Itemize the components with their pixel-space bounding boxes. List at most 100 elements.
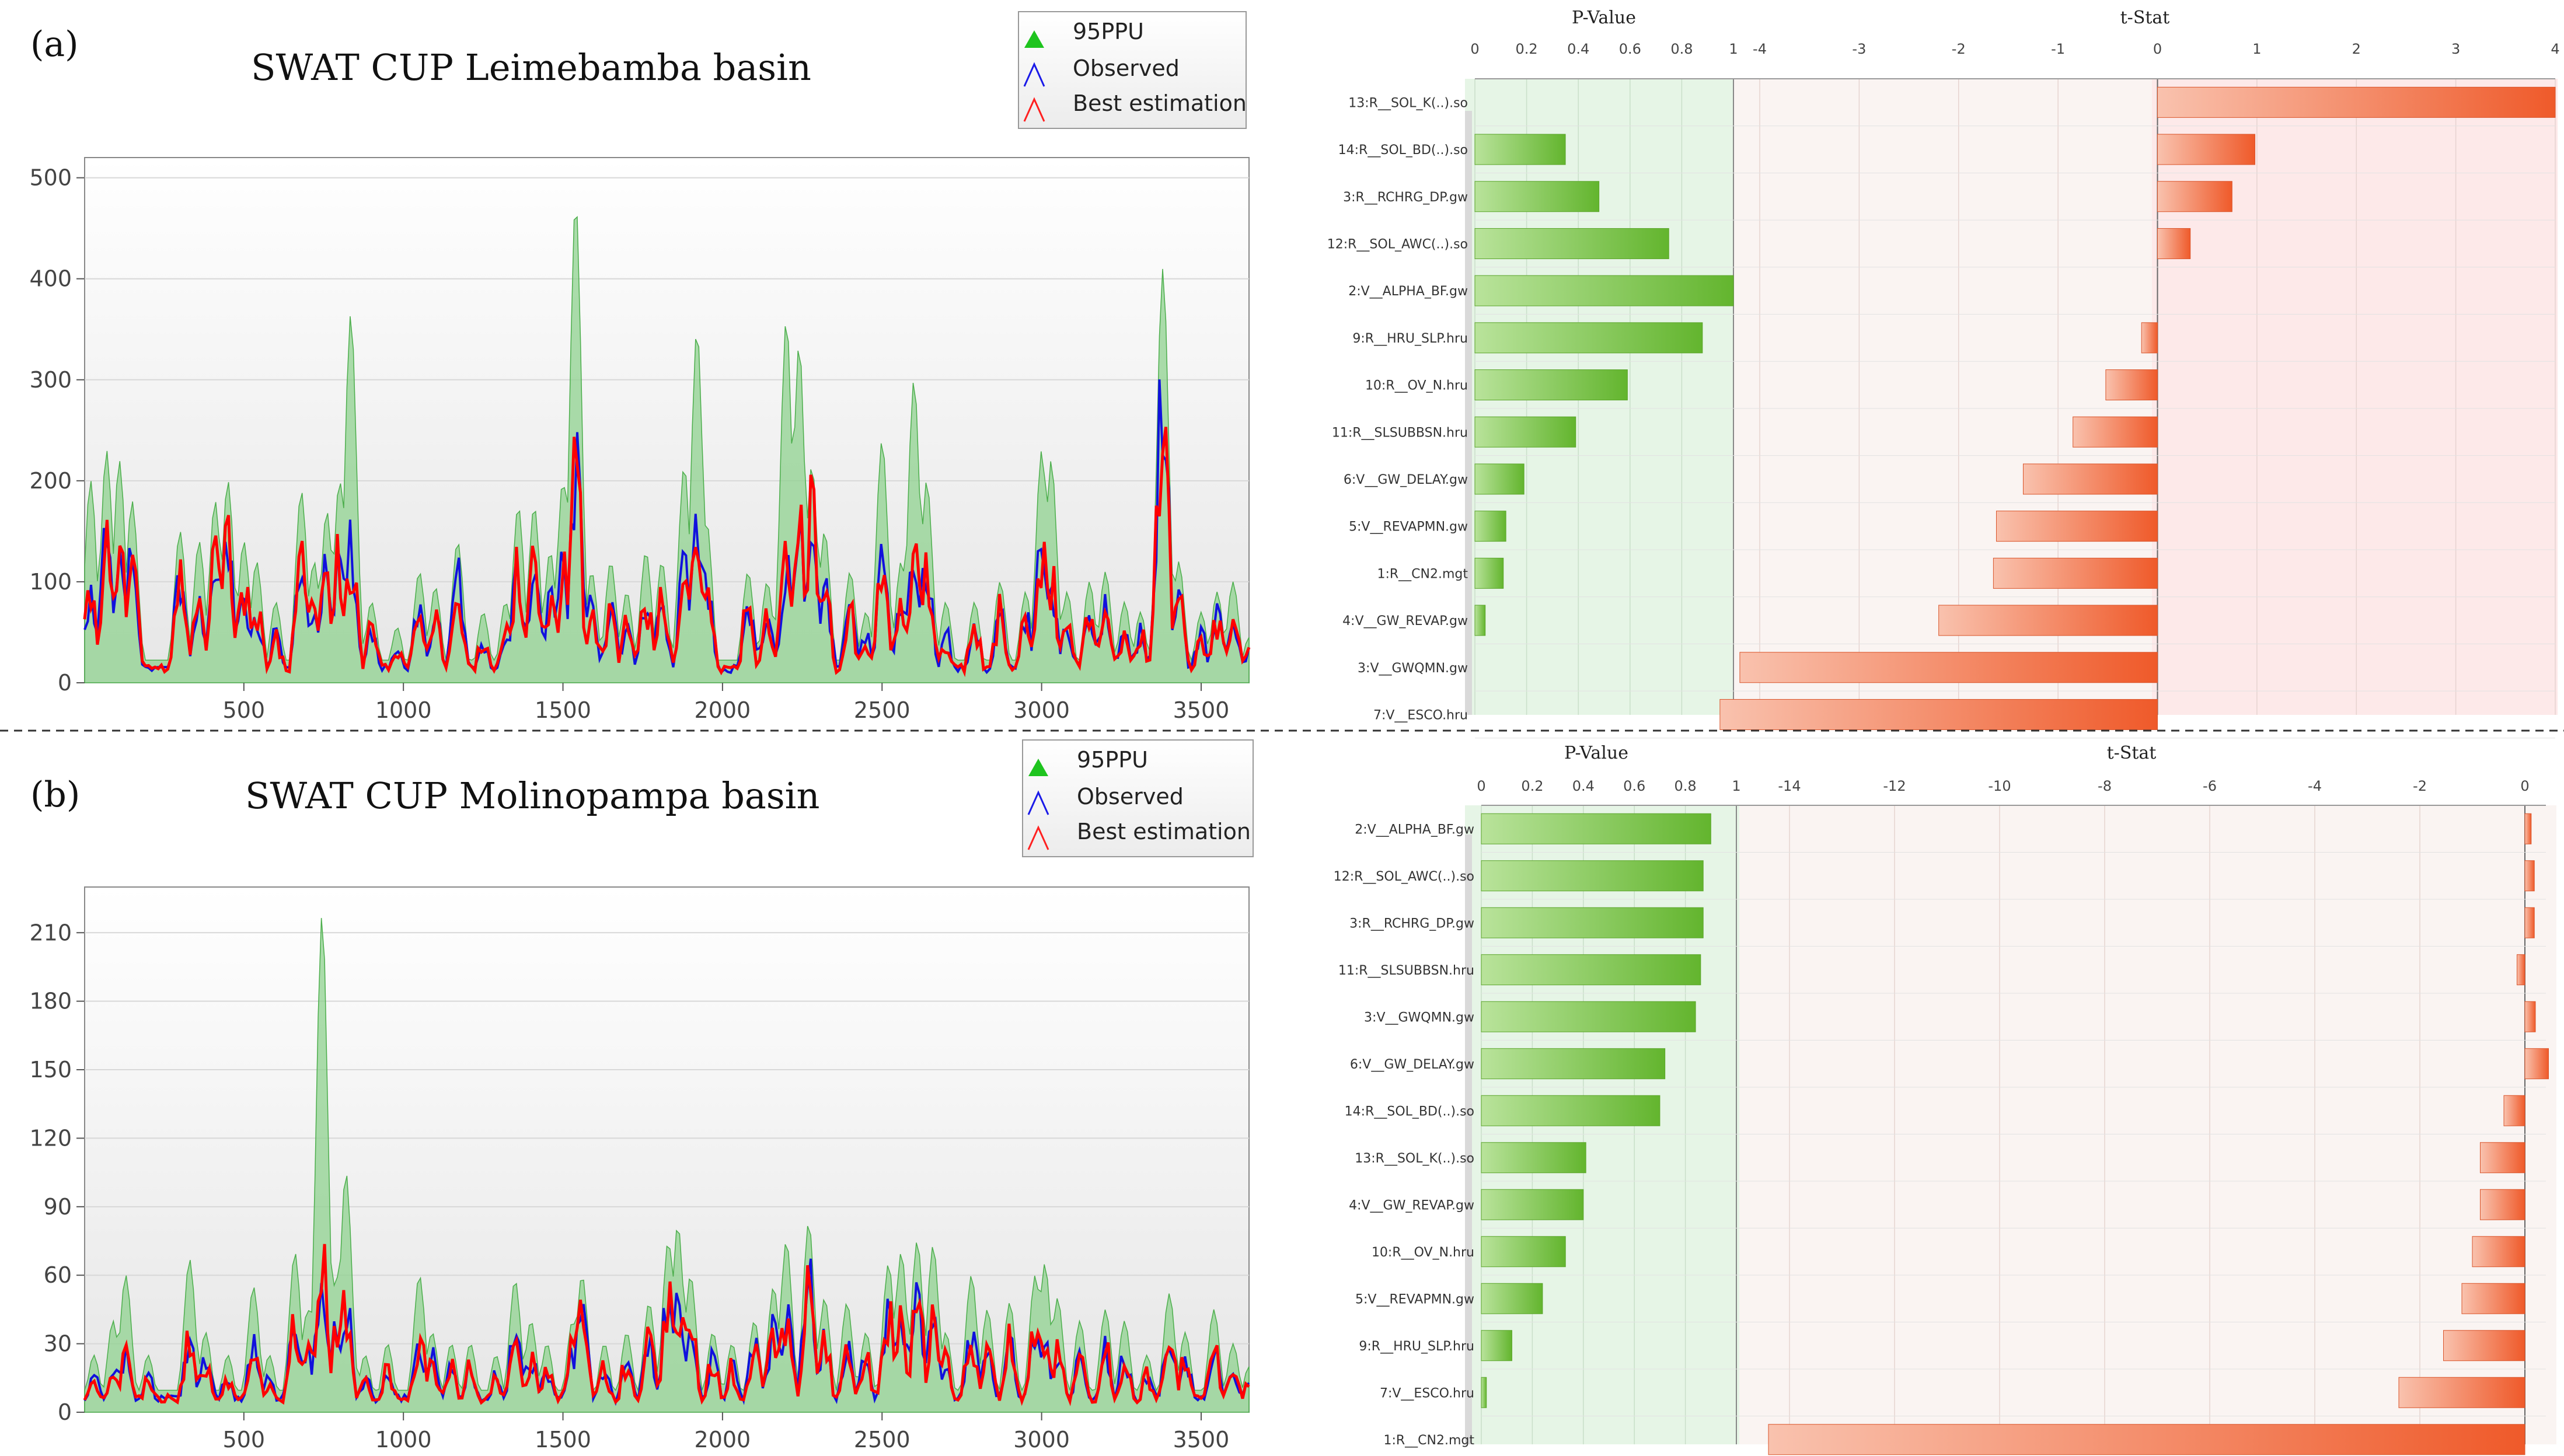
parameter-label: 9:R__HRU_SLP.hru xyxy=(1359,1339,1474,1354)
parameter-label: 13:R__SOL_K(..).so xyxy=(1355,1151,1474,1166)
y-tick-label: 180 xyxy=(29,989,72,1014)
t-axis-title-a: t-Stat xyxy=(2120,8,2170,28)
parameter-label: 2:V__ALPHA_BF.gw xyxy=(1355,822,1474,837)
p-value-bar xyxy=(1474,416,1576,448)
x-tick-label: 1000 xyxy=(375,697,432,723)
p-value-bar xyxy=(1481,1001,1696,1032)
parameter-label: 12:R__SOL_AWC(..).so xyxy=(1327,237,1468,252)
t-bg-b xyxy=(1739,805,2556,1444)
sensitivity-b: 0 0.2 0.4 0.6 0.8 1 -14 -12 -10 -8 -6 -4 -2 0 2:V__ALP… xyxy=(1334,743,2556,1455)
t-stat-bar xyxy=(2073,416,2158,448)
p-tick-label: 0.4 xyxy=(1572,778,1595,794)
legend-b: 95PPU Observed Best estimation xyxy=(1022,739,1254,857)
series-95ppu xyxy=(84,216,1250,683)
t-stat-bar xyxy=(2157,86,2556,118)
p-value-bar xyxy=(1481,1283,1543,1314)
p-value-bar xyxy=(1481,813,1711,844)
y-tick-label: 120 xyxy=(29,1125,72,1151)
t-stat-bar xyxy=(2157,228,2191,259)
t-stat-bar xyxy=(1996,511,2158,542)
x-tick-label: 3500 xyxy=(1173,697,1230,723)
y-tick-label: 60 xyxy=(44,1262,72,1288)
p-axis-title-b: P-Value xyxy=(1564,743,1628,763)
x-tick-label: 3000 xyxy=(1013,697,1070,723)
p-value-bar xyxy=(1481,1330,1512,1361)
p-value-bar xyxy=(1474,511,1506,542)
legend-label-observed-b: Observed xyxy=(1077,784,1184,809)
t-tick-label: -14 xyxy=(1778,778,1801,794)
parameter-label: 7:V__ESCO.hru xyxy=(1373,708,1468,722)
t-tick-label: 0 xyxy=(2153,41,2162,57)
legend-box-a xyxy=(1018,11,1247,129)
t-stat-bar xyxy=(1739,652,2158,683)
t-tick-label: -2 xyxy=(1952,41,1966,57)
t-stat-bar xyxy=(2105,369,2158,401)
p-value-bar xyxy=(1474,557,1504,589)
t-tick-label: -4 xyxy=(2308,778,2322,794)
legend-a: 95PPU Observed Best estimation xyxy=(1018,11,1247,129)
parameter-label: 10:R__OV_N.hru xyxy=(1365,379,1468,393)
t-stat-bar xyxy=(2524,860,2535,892)
p-value-bar xyxy=(1481,1189,1584,1220)
legend-observed-icon-b xyxy=(1027,790,1049,815)
t-bg-right-a xyxy=(2152,79,2558,715)
t-stat-bar xyxy=(2461,1283,2525,1314)
t-tick-label: -1 xyxy=(2051,41,2065,57)
p-value-bar xyxy=(1474,605,1486,636)
t-tick-label: -12 xyxy=(1883,778,1906,794)
p-tick-label: 1 xyxy=(1729,41,1738,57)
t-stat-bar xyxy=(2503,1095,2525,1126)
y-tick-label: 0 xyxy=(58,1399,72,1425)
legend-label-ppu: 95PPU xyxy=(1073,19,1144,44)
x-tick-label: 3500 xyxy=(1173,1427,1230,1452)
parameter-label: 4:V__GW_REVAP.gw xyxy=(1349,1198,1474,1213)
t-stat-bar xyxy=(2022,463,2158,495)
t-stat-bar xyxy=(2524,813,2532,844)
p-value-bar xyxy=(1481,1048,1666,1080)
parameter-label: 3:R__RCHRG_DP.gw xyxy=(1349,916,1474,931)
series-best-estimation xyxy=(83,427,1251,678)
p-value-bar xyxy=(1481,907,1704,938)
p-tick-label: 0.2 xyxy=(1521,778,1543,794)
y-tick-label: 100 xyxy=(29,569,72,595)
x-tick-label: 2000 xyxy=(695,697,751,723)
t-stat-bar xyxy=(1768,1424,2525,1455)
scroll-track-a xyxy=(1465,111,1472,715)
t-tick-label: 2 xyxy=(2352,41,2361,57)
scroll-track-b xyxy=(1465,835,1472,1444)
t-tick-label: 4 xyxy=(2551,41,2559,57)
legend-observed-icon xyxy=(1023,62,1045,87)
x-tick-label: 1500 xyxy=(535,697,591,723)
t-stat-bar xyxy=(1993,557,2158,589)
parameter-label: 6:V__GW_DELAY.gw xyxy=(1344,473,1468,487)
panel-label-a: (a) xyxy=(30,24,79,65)
y-tick-label: 30 xyxy=(44,1331,72,1357)
t-stat-bar xyxy=(2157,181,2232,212)
series-best-estimation xyxy=(83,1244,1250,1406)
parameter-label: 1:R__CN2.mgt xyxy=(1383,1433,1474,1448)
parameter-label: 3:V__GWQMN.gw xyxy=(1358,661,1468,676)
p-value-bar xyxy=(1481,1377,1487,1408)
t-tick-label: -10 xyxy=(1988,778,2011,794)
y-tick-label: 500 xyxy=(29,165,72,191)
p-value-bar xyxy=(1474,275,1734,306)
p-tick-label: 0.6 xyxy=(1623,778,1645,794)
legend-label-best: Best estimation xyxy=(1073,90,1247,116)
parameter-label: 2:V__ALPHA_BF.gw xyxy=(1348,284,1468,299)
t-stat-bar xyxy=(1938,605,2158,636)
y-tick-label: 400 xyxy=(29,266,72,292)
x-tick-label: 500 xyxy=(223,697,266,723)
t-stat-bar xyxy=(2524,907,2535,938)
x-tick-label: 1500 xyxy=(535,1427,591,1452)
t-stat-bar xyxy=(1719,699,2158,730)
legend-ppu-icon xyxy=(1024,30,1044,48)
p-tick-label: 0.8 xyxy=(1675,778,1697,794)
t-tick-label: -3 xyxy=(1852,41,1866,57)
t-axis-title-b: t-Stat xyxy=(2107,743,2157,763)
t-stat-bar xyxy=(2524,1048,2549,1080)
parameter-label: 9:R__HRU_SLP.hru xyxy=(1352,331,1468,346)
p-axis-title-a: P-Value xyxy=(1572,8,1636,28)
p-tick-label: 0.8 xyxy=(1670,41,1693,57)
t-tick-label: -2 xyxy=(2413,778,2427,794)
t-tick-label: 1 xyxy=(2252,41,2261,57)
